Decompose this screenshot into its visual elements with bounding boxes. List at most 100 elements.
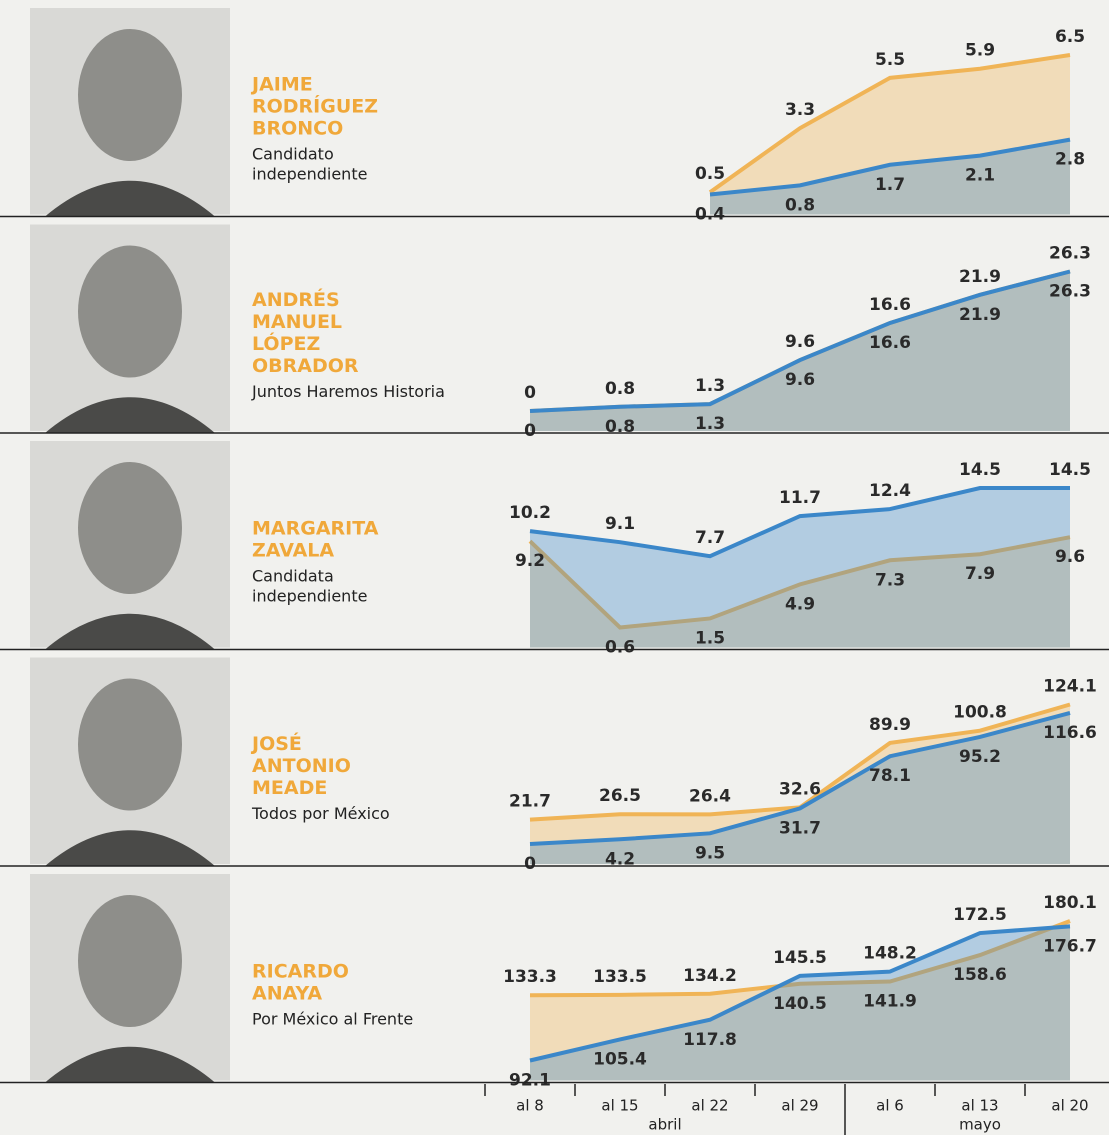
data-label: 134.2: [683, 966, 737, 986]
photo-head: [78, 678, 182, 811]
data-label: 1.5: [695, 628, 725, 648]
data-label: 0.5: [695, 164, 725, 184]
data-label: 0.6: [605, 638, 635, 658]
party: independiente: [252, 587, 367, 606]
data-label: 10.2: [509, 503, 551, 523]
photo-body: [45, 1046, 215, 1083]
data-label: 3.3: [785, 100, 815, 120]
data-label: 7.7: [695, 528, 725, 548]
area: [530, 704, 1070, 864]
candidate-name: MEADE: [252, 777, 327, 799]
data-label: 9.1: [605, 514, 635, 534]
photo-head: [78, 895, 182, 1027]
area: [530, 537, 1070, 648]
data-label: 31.7: [779, 818, 821, 838]
data-label: 133.5: [593, 967, 647, 987]
data-label: 1.7: [875, 175, 905, 195]
photo-body: [45, 613, 215, 650]
candidate-name: RODRÍGUEZ: [252, 95, 378, 118]
area: [530, 271, 1070, 431]
line: [529, 919, 1071, 998]
data-label: 89.9: [869, 715, 911, 735]
data-label: 6.5: [1055, 27, 1085, 47]
data-label: 172.5: [953, 905, 1007, 925]
candidate-name: BRONCO: [252, 118, 343, 140]
data-label: 9.6: [1055, 547, 1085, 567]
x-tick-label: al 29: [781, 1097, 818, 1115]
data-label: 4.9: [785, 594, 815, 614]
data-label: 0.8: [785, 195, 815, 215]
candidate-name: ZAVALA: [252, 540, 334, 562]
data-label: 21.9: [959, 305, 1001, 325]
photo-body: [45, 830, 215, 866]
data-label: 26.4: [689, 786, 731, 806]
line: [529, 269, 1071, 413]
data-label: 158.6: [953, 965, 1007, 985]
data-label: 95.2: [959, 747, 1001, 767]
data-label: 16.6: [869, 295, 911, 315]
candidate-name: MARGARITA: [252, 518, 379, 540]
data-label: 32.6: [779, 779, 821, 799]
data-label: 124.1: [1043, 677, 1097, 697]
data-label: 0: [524, 383, 536, 403]
data-label: 1.3: [695, 414, 725, 434]
data-label: 14.5: [1049, 460, 1091, 480]
data-label: 9.6: [785, 332, 815, 352]
data-label: 148.2: [863, 944, 917, 964]
line: [529, 710, 1071, 846]
data-label: 5.9: [965, 41, 995, 61]
x-tick-label: al 20: [1051, 1097, 1088, 1115]
data-label: 26.3: [1049, 282, 1091, 302]
party: Candidata: [252, 567, 334, 586]
line: [709, 137, 1071, 197]
data-label: 0.4: [695, 205, 725, 225]
data-label: 21.9: [959, 267, 1001, 287]
line: [528, 535, 1071, 630]
data-label: 2.8: [1055, 150, 1085, 170]
photo-head: [78, 245, 182, 378]
data-label: 133.3: [503, 967, 557, 987]
data-label: 117.8: [683, 1030, 737, 1050]
candidate-name: JAIME: [250, 74, 313, 96]
data-label: 100.8: [953, 703, 1007, 723]
candidate-name: MANUEL: [252, 311, 342, 333]
party: Juntos Haremos Historia: [251, 382, 445, 401]
data-label: 4.2: [605, 849, 635, 869]
group-label: abril: [648, 1116, 681, 1134]
x-tick-label: al 22: [691, 1097, 728, 1115]
area: [530, 921, 1070, 1081]
data-label: 78.1: [869, 766, 911, 786]
group-label: mayo: [959, 1116, 1001, 1134]
data-label: 1.3: [695, 376, 725, 396]
data-label: 7.9: [965, 564, 995, 584]
data-label: 92.1: [509, 1071, 551, 1091]
line: [529, 486, 1070, 559]
data-label: 9.6: [785, 370, 815, 390]
data-label: 0.8: [605, 379, 635, 399]
data-label: 176.7: [1043, 936, 1097, 956]
data-label: 116.6: [1043, 723, 1097, 743]
data-label: 21.7: [509, 792, 551, 812]
party: Por México al Frente: [252, 1010, 413, 1029]
photo-head: [78, 29, 182, 161]
area: [530, 488, 1070, 648]
area: [530, 712, 1070, 864]
data-label: 16.6: [869, 333, 911, 353]
data-label: 26.5: [599, 786, 641, 806]
data-label: 141.9: [863, 992, 917, 1012]
candidate-name: JOSÉ: [250, 732, 302, 755]
candidate-name: RICARDO: [252, 961, 349, 983]
photo-head: [78, 462, 182, 594]
area: [530, 271, 1070, 431]
party: Todos por México: [251, 804, 390, 823]
line: [529, 924, 1071, 1063]
data-label: 9.5: [695, 843, 725, 863]
candidate-name: LÓPEZ: [252, 331, 320, 355]
candidate-name: ANDRÉS: [252, 288, 340, 311]
area: [710, 139, 1070, 215]
candidate-name: OBRADOR: [252, 355, 359, 377]
photo-body: [45, 397, 215, 433]
data-label: 9.2: [515, 551, 545, 571]
x-tick-label: al 13: [961, 1097, 998, 1115]
